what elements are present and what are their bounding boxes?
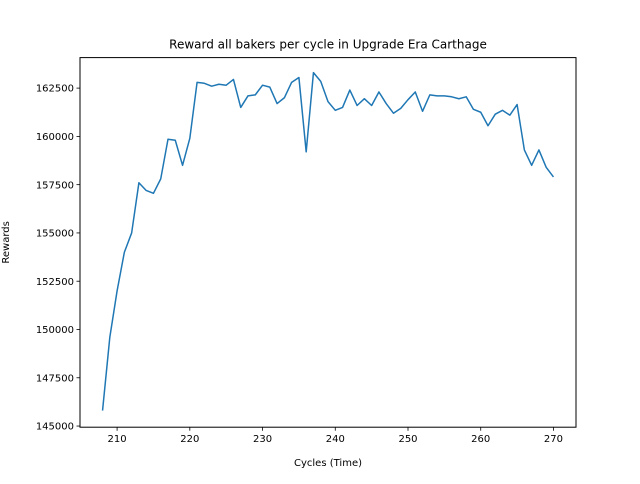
x-tick-label: 260 <box>471 434 490 445</box>
x-tick-label: 220 <box>180 434 199 445</box>
x-axis-ticks: 210 220 230 240 250 260 270 <box>108 427 563 445</box>
x-tick-label: 250 <box>398 434 417 445</box>
x-axis-label: Cycles (Time) <box>294 458 362 469</box>
x-tick-label: 230 <box>253 434 272 445</box>
y-tick-label: 152500 <box>36 277 74 288</box>
x-tick-label: 210 <box>108 434 127 445</box>
axes-frame <box>79 57 577 428</box>
y-tick-label: 145000 <box>36 422 74 433</box>
x-tick-label: 270 <box>544 434 563 445</box>
y-tick-label: 150000 <box>36 325 74 336</box>
series-line-0 <box>101 71 555 411</box>
chart-title: Reward all bakers per cycle in Upgrade E… <box>169 38 487 52</box>
y-axis-label: Rewards <box>1 221 12 263</box>
plot-area <box>101 71 555 411</box>
y-tick-label: 157500 <box>36 180 74 191</box>
y-axis-ticks: 145000 147500 150000 152500 155000 157500 1600… <box>36 84 80 433</box>
y-tick-label: 162500 <box>36 84 74 95</box>
x-tick-label: 240 <box>326 434 345 445</box>
y-tick-label: 155000 <box>36 229 74 240</box>
y-tick-label: 160000 <box>36 132 74 143</box>
y-tick-label: 147500 <box>36 373 74 384</box>
